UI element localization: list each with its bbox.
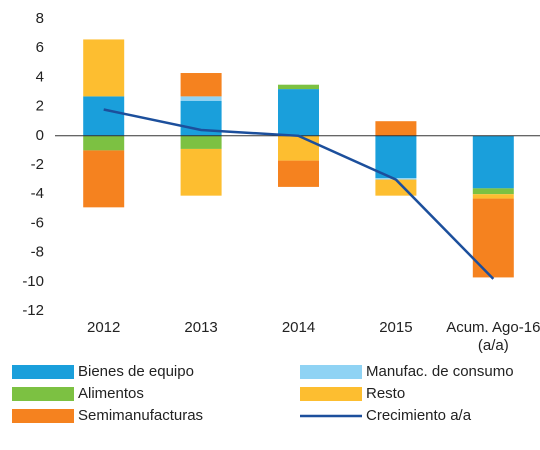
bar-segment: [278, 84, 319, 90]
legend-label: Semimanufacturas: [78, 407, 203, 424]
y-tick-label: 0: [36, 127, 44, 144]
bar-segment: [83, 39, 125, 97]
bar-segment: [472, 135, 514, 189]
x-tick-label: 2015: [379, 319, 413, 336]
legend-label: Bienes de equipo: [78, 363, 194, 380]
bar-segment: [180, 148, 222, 196]
x-tick-label: 2014: [281, 319, 316, 336]
y-tick-label: 2: [36, 98, 44, 115]
legend-swatch: [12, 409, 74, 423]
bar-segment: [83, 150, 125, 208]
legend-label: Manufac. de consumo: [366, 363, 514, 380]
bar-segment: [83, 96, 125, 136]
y-tick-label: -6: [31, 214, 44, 231]
x-tick-label: Acum. Ago-16 (a/a): [446, 319, 540, 354]
bar-segment: [180, 135, 222, 149]
line-series: [103, 108, 495, 280]
x-tick-label: 2012: [87, 319, 121, 336]
bar-segment: [375, 121, 417, 136]
bar-segment: [180, 73, 222, 97]
bar-segment: [278, 160, 319, 187]
bar-segment: [278, 89, 319, 136]
legend-swatch: [12, 365, 74, 379]
y-tick-label: 4: [36, 68, 44, 85]
bar-segment: [180, 96, 222, 101]
legend-swatch: [300, 387, 362, 401]
legend-label: Alimentos: [78, 385, 144, 402]
y-tick-label: -12: [22, 302, 44, 319]
x-tick-label: 2013: [184, 319, 218, 336]
y-tick-label: -2: [31, 156, 44, 173]
legend-swatch: [12, 387, 74, 401]
y-tick-label: -8: [31, 244, 44, 261]
y-tick-label: -10: [22, 273, 44, 290]
legend-swatch: [300, 365, 362, 379]
bar-segment: [278, 135, 319, 161]
legend-label: Crecimiento a/a: [366, 407, 472, 424]
bar-segment: [83, 135, 125, 151]
y-tick-label: 6: [36, 39, 44, 56]
bar-segment: [472, 188, 514, 195]
legend-label: Resto: [366, 385, 405, 402]
y-tick-label: 8: [36, 10, 44, 27]
bar-segment: [472, 194, 514, 199]
bar-segment: [375, 135, 417, 179]
y-tick-label: -4: [31, 185, 44, 202]
